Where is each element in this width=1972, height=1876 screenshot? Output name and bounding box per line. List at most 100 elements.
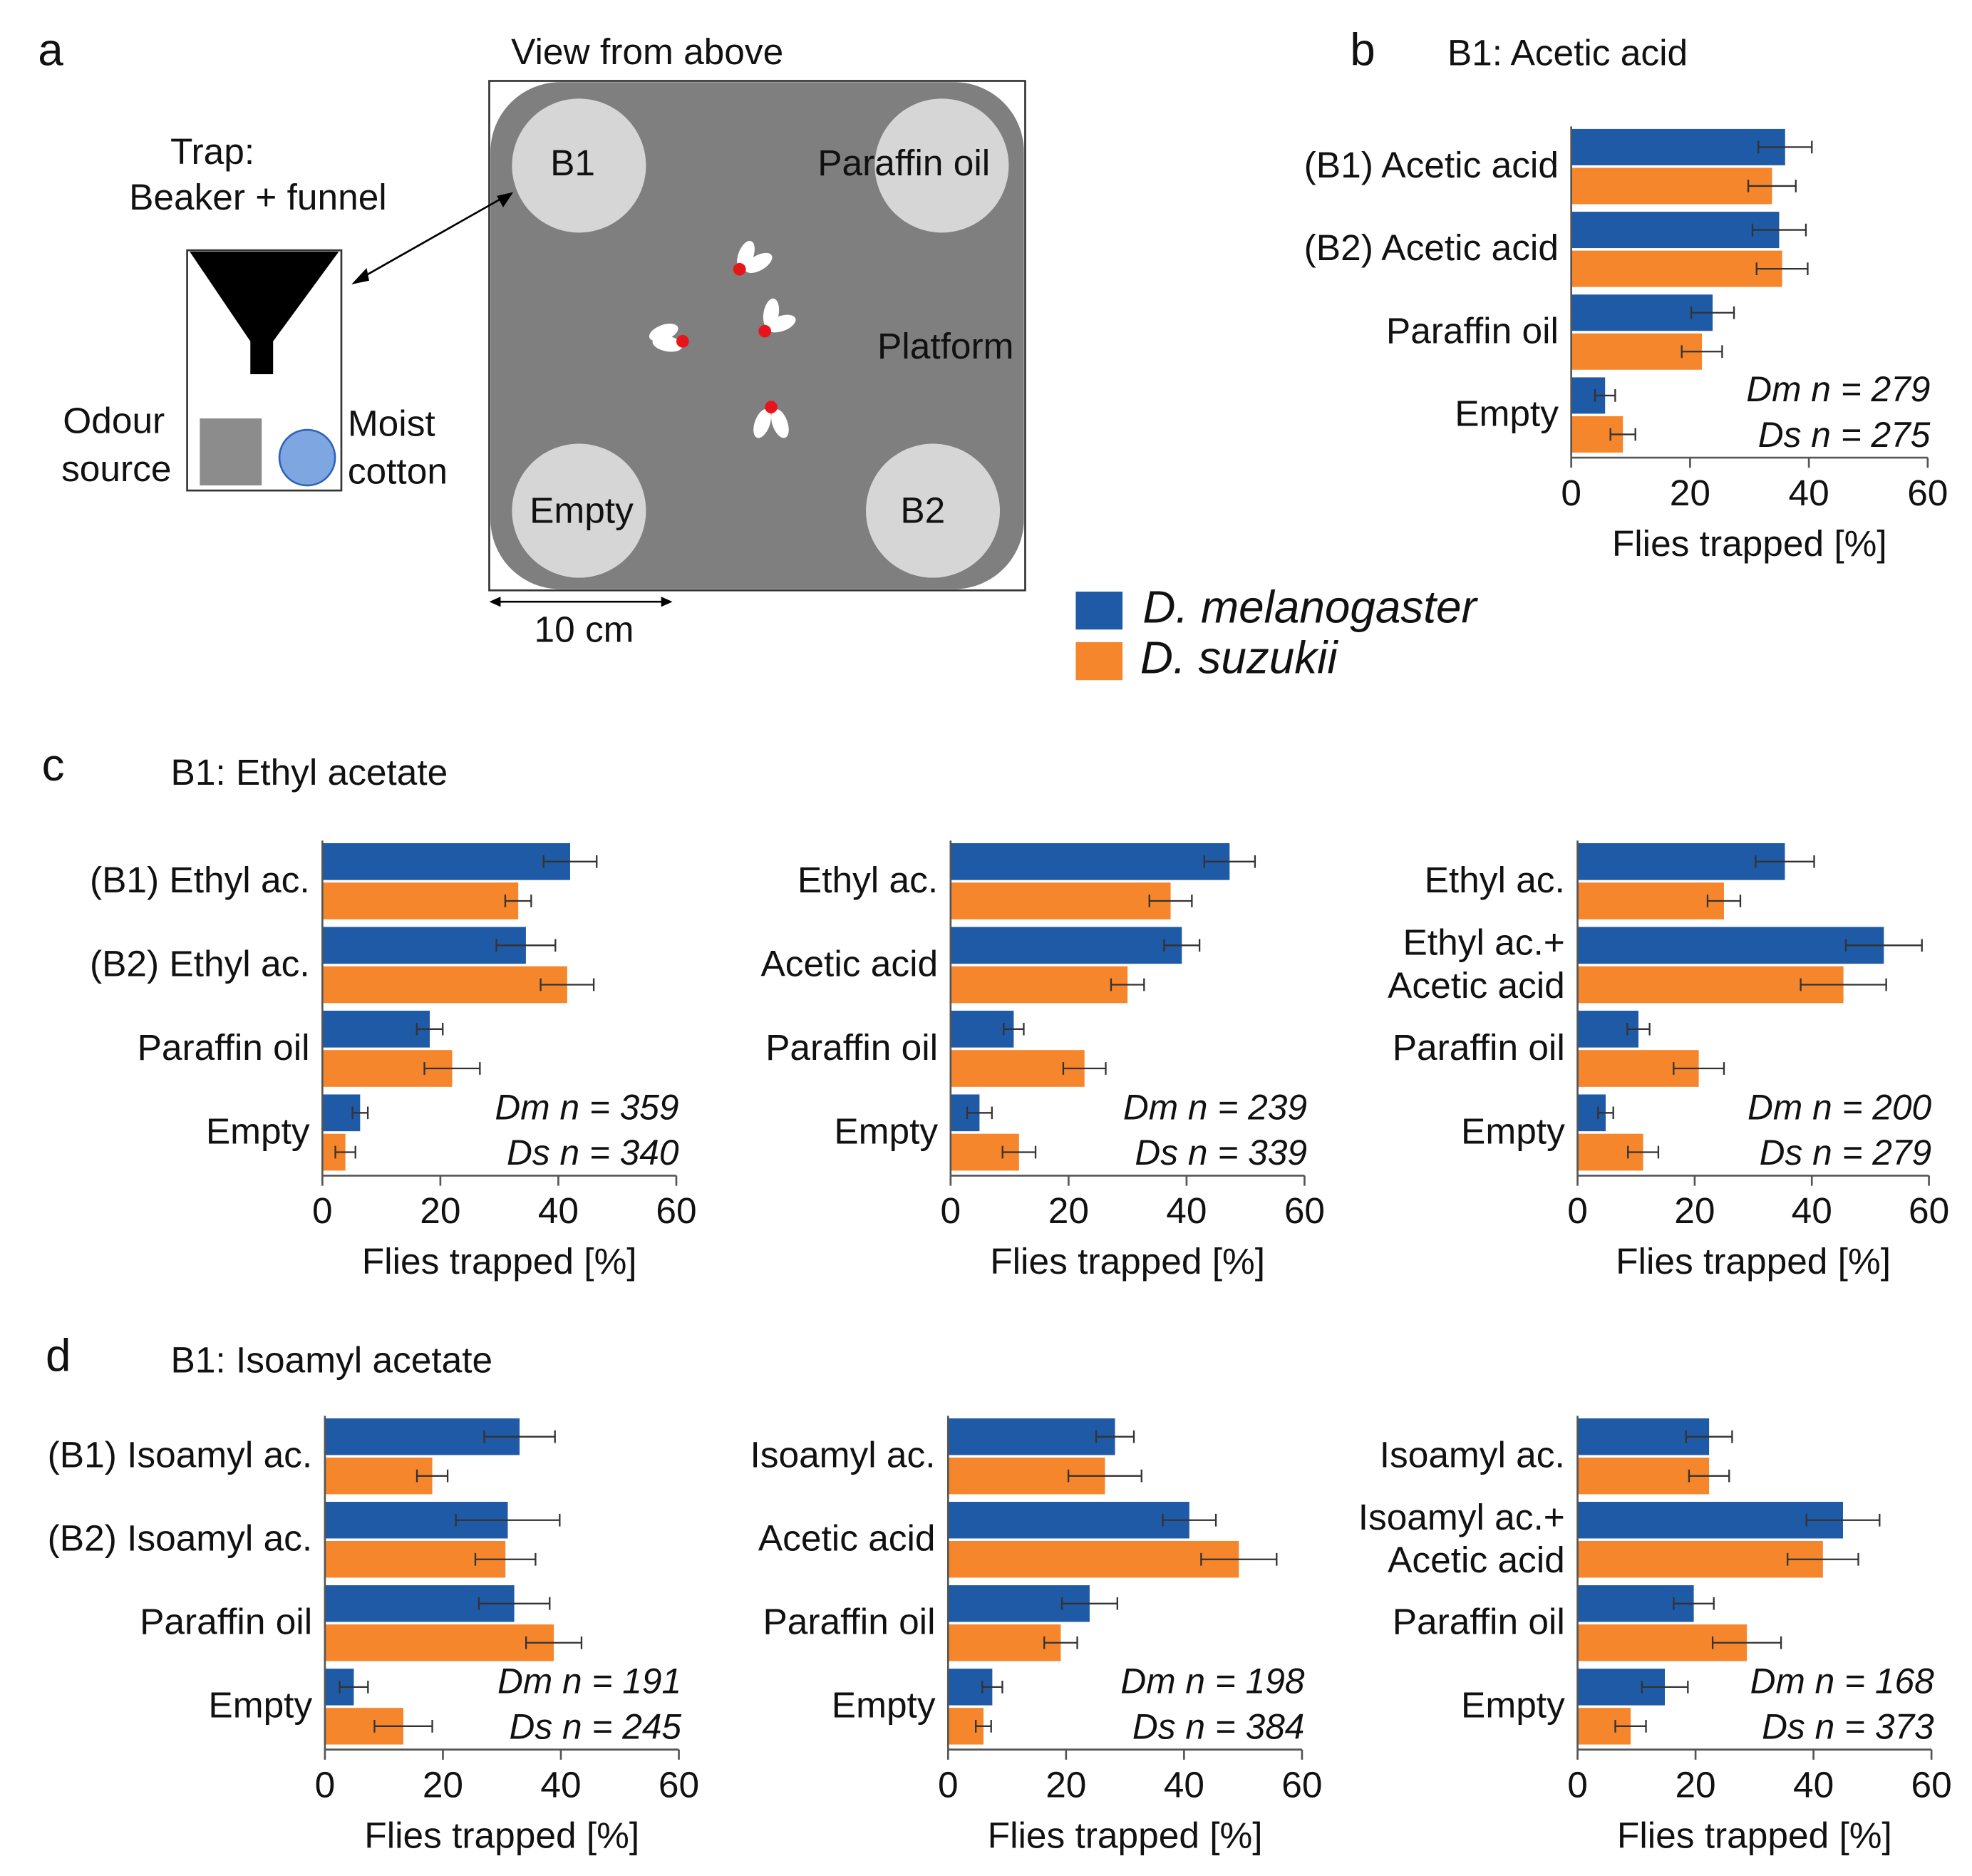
error-bar	[525, 1636, 583, 1649]
x-tick-label: 60	[1281, 1763, 1322, 1805]
error-bar	[1627, 1145, 1660, 1159]
error-bar	[542, 855, 598, 868]
error-bar	[423, 1062, 481, 1075]
annotation: Dm n = 279	[1746, 369, 1930, 409]
bar	[1577, 966, 1844, 1004]
x-axis-label: Flies trapped [%]	[364, 1814, 639, 1855]
error-bar	[474, 1552, 537, 1566]
category-label: (B2) Ethyl ac.	[90, 942, 310, 984]
error-bar	[1641, 1680, 1689, 1694]
category-label: Empty	[834, 1110, 938, 1151]
bar	[322, 966, 567, 1004]
error-bar	[981, 1680, 1003, 1694]
x-tick-label: 20	[420, 1190, 460, 1231]
category-label: Empty	[208, 1684, 312, 1726]
trap-label: Beaker + funnel	[129, 176, 387, 217]
error-bar	[483, 1430, 556, 1443]
error-bar	[1614, 1719, 1647, 1733]
moist-cotton	[278, 428, 336, 487]
error-bar	[1747, 180, 1797, 192]
legend-swatch	[1075, 592, 1123, 630]
x-axis-label: Flies trapped [%]	[988, 1814, 1263, 1855]
annotation: Ds n = 384	[1132, 1706, 1305, 1746]
trap-position	[866, 443, 1001, 578]
cotton-label: cotton	[348, 450, 448, 492]
x-tick-label: 60	[1909, 1190, 1949, 1231]
bar	[1571, 212, 1780, 249]
category-label: Empty	[1461, 1684, 1565, 1726]
bar-chart: B1: Isoamyl acetate (B1) Isoamyl ac. (B2) …	[48, 1339, 699, 1856]
error-bar	[1844, 939, 1923, 952]
category-label: Empty	[206, 1110, 310, 1151]
annotation: Ds n = 279	[1760, 1133, 1932, 1172]
error-bar	[334, 1145, 356, 1159]
error-bar	[1148, 895, 1193, 907]
category-label: Empty	[832, 1684, 936, 1726]
error-bar	[1163, 939, 1201, 952]
category-label: Paraffin oil	[1386, 309, 1559, 351]
error-bar	[1673, 1597, 1715, 1610]
error-bar	[975, 1719, 992, 1733]
error-bar	[1688, 1469, 1730, 1483]
category-label: Paraffin oil	[763, 1601, 936, 1642]
category-label: Empty	[1455, 393, 1559, 434]
error-bar	[351, 1106, 369, 1120]
x-tick-label: 0	[312, 1190, 333, 1231]
bar	[322, 882, 519, 919]
error-bar	[1067, 1469, 1142, 1483]
error-bar	[495, 939, 557, 952]
error-bar	[1685, 1430, 1733, 1443]
category-label: Isoamyl ac.+ Acetic acid	[1358, 1495, 1565, 1579]
bar	[950, 927, 1182, 964]
error-bar	[415, 1469, 449, 1483]
odour-label: Odour	[63, 400, 165, 441]
trap-position	[874, 98, 1009, 233]
bar	[948, 1418, 1115, 1455]
bar	[1577, 1457, 1710, 1495]
bar	[324, 1457, 433, 1495]
x-tick-label: 60	[659, 1763, 699, 1805]
error-bar	[1594, 389, 1616, 402]
bar-chart: B1: Acetic acid (B1) Acetic acid (B2) Acet…	[1304, 32, 1948, 564]
trap-label: Trap:	[170, 130, 254, 172]
category-label: (B1) Isoamyl ac.	[48, 1434, 312, 1475]
bar-chart: Isoamyl ac. Isoamyl ac.+ Acetic acid Paraff…	[1358, 1416, 1952, 1855]
category-label: (B2) Isoamyl ac.	[48, 1517, 312, 1559]
error-bar	[415, 1022, 444, 1036]
category-label: (B2) Acetic acid	[1304, 227, 1559, 268]
error-bar	[1681, 345, 1723, 359]
error-bar	[1609, 428, 1636, 441]
x-tick-label: 40	[1166, 1190, 1207, 1231]
error-bar	[1162, 1513, 1217, 1527]
x-tick-label: 60	[1284, 1190, 1325, 1231]
error-bar	[1597, 1106, 1614, 1120]
bar	[948, 1502, 1189, 1539]
position-label: Paraffin oil	[817, 142, 990, 183]
category-label: Paraffin oil	[765, 1026, 938, 1068]
bar	[1577, 927, 1884, 964]
category-label: Isoamyl ac.	[750, 1434, 935, 1475]
category-label: (B1) Ethyl ac.	[90, 859, 310, 900]
chart-title: B1: Isoamyl acetate	[171, 1339, 493, 1381]
category-label: Ethyl ac.	[1425, 859, 1565, 900]
error-bar	[1706, 895, 1742, 907]
x-tick-label: 40	[540, 1763, 581, 1805]
x-axis-label: Flies trapped [%]	[1616, 1240, 1891, 1282]
x-tick-label: 40	[1164, 1763, 1204, 1805]
panel-label: d	[46, 1329, 71, 1381]
error-bar	[1755, 262, 1809, 275]
annotation: Ds n = 340	[507, 1133, 679, 1172]
bar	[1577, 842, 1785, 880]
x-tick-label: 20	[1046, 1763, 1086, 1805]
x-tick-label: 0	[1567, 1763, 1588, 1805]
bar	[322, 927, 526, 964]
x-tick-label: 60	[1911, 1763, 1952, 1805]
bar-chart: B1: Ethyl acetate (B1) Ethyl ac. (B2) Ethy…	[90, 751, 697, 1282]
flies	[649, 240, 796, 438]
arena-diagram: View from above B1 Paraffin oil Empty B2…	[61, 31, 1026, 649]
category-label: Empty	[1461, 1110, 1565, 1151]
error-bar	[1200, 1552, 1278, 1566]
arrow	[356, 193, 509, 282]
bar	[950, 1050, 1085, 1087]
category-label: Acetic acid	[758, 1517, 936, 1559]
